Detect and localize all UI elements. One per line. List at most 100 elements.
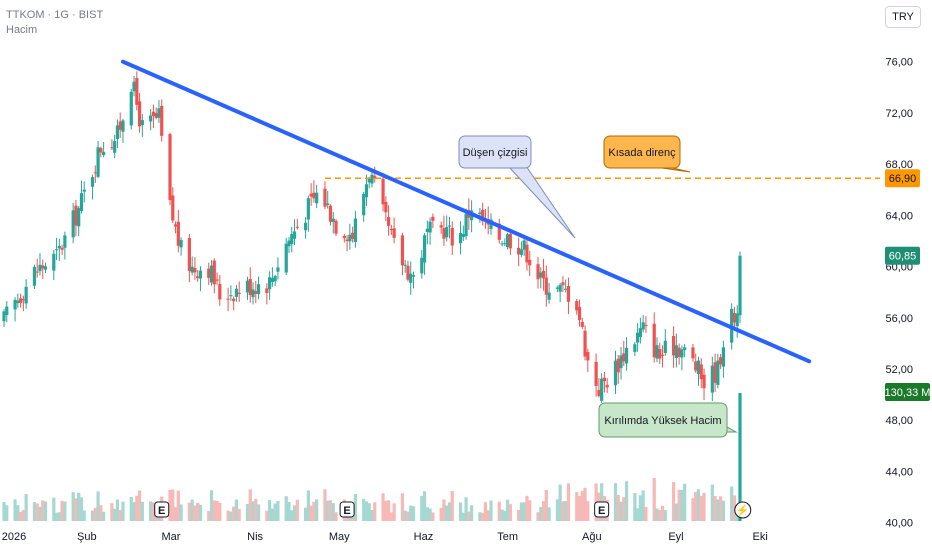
candle: [287, 237, 291, 253]
volume-bar: [96, 491, 100, 521]
candle: [403, 260, 407, 273]
candle: [602, 372, 607, 393]
candle: [292, 219, 297, 246]
volume-bar: [652, 477, 656, 521]
candle: [497, 218, 501, 244]
candle: [655, 337, 659, 363]
candle: [43, 262, 48, 274]
candle: [229, 285, 233, 301]
candle: [461, 225, 465, 241]
candle: [71, 202, 75, 244]
candle: [334, 219, 338, 237]
candle: [190, 256, 194, 276]
candle: [342, 233, 346, 243]
volume-bar: [387, 500, 391, 521]
volume-bar: [636, 508, 640, 521]
candle: [373, 166, 377, 183]
volume-bar: [215, 500, 219, 521]
candle: [232, 296, 236, 311]
volume-bar: [655, 508, 659, 521]
volume-bar: [738, 393, 742, 521]
volume-bar: [702, 492, 706, 521]
candle: [79, 180, 84, 214]
earnings-marker[interactable]: E: [339, 501, 355, 518]
volume-bar: [730, 486, 734, 521]
volume-bar: [694, 491, 698, 521]
volume-bar: [43, 501, 48, 521]
candle: [135, 71, 139, 111]
symbol-line[interactable]: TTKOM · 1G · BIST: [6, 9, 104, 21]
volume-bar: [547, 507, 551, 521]
volume-bar: [683, 483, 687, 521]
candle: [420, 249, 424, 279]
candle: [118, 112, 122, 138]
candle: [641, 315, 645, 333]
volume-bar: [93, 507, 97, 521]
volume-indicator-label[interactable]: Hacim: [6, 24, 38, 36]
svg-text:130,33 M: 130,33 M: [885, 387, 931, 399]
candle: [505, 232, 510, 250]
earnings-marker[interactable]: E: [594, 501, 610, 518]
candle: [716, 353, 720, 389]
volume-bar: [132, 502, 136, 521]
candle: [522, 236, 526, 256]
volume-bar: [586, 501, 590, 521]
volume-bar: [234, 499, 239, 521]
candle: [77, 205, 81, 237]
candle: [622, 340, 626, 367]
candle: [129, 88, 133, 130]
volume-bar: [113, 508, 117, 521]
candle: [19, 293, 23, 308]
annotation-callout[interactable]: Kırılımda Yüksek Hacim: [598, 402, 738, 438]
volume-bar: [696, 489, 701, 521]
volume-bar: [268, 499, 272, 521]
volume-bar: [179, 504, 183, 521]
volume-bar: [256, 504, 261, 521]
candle: [60, 244, 64, 255]
candle: [187, 233, 191, 283]
volume-bar: [331, 503, 335, 521]
volume-bar: [403, 510, 407, 521]
x-tick-label: Ağu: [582, 531, 602, 543]
volume-bar: [644, 507, 648, 521]
volume-tag: 130,33 M: [885, 383, 931, 401]
candle: [168, 132, 172, 205]
currency-button[interactable]: TRY: [885, 6, 921, 28]
x-tick-label: Eki: [753, 531, 768, 543]
volume-bar: [428, 508, 432, 521]
volume-bar: [237, 508, 241, 521]
y-tick-label: 68,00: [885, 159, 913, 171]
volume-bar: [13, 499, 17, 521]
annotation-callout[interactable]: Düşen çizgisi: [458, 135, 576, 239]
trendline[interactable]: [120, 59, 812, 364]
volume-bar: [151, 502, 156, 521]
candle: [5, 301, 9, 323]
candle: [458, 221, 463, 255]
volume-bar: [218, 502, 222, 521]
candle: [558, 282, 562, 303]
candle: [179, 237, 183, 256]
volume-bar: [558, 484, 562, 521]
volume-bar: [445, 505, 449, 521]
candle: [719, 353, 723, 370]
volume-bar: [5, 505, 9, 521]
volume-bar: [19, 511, 23, 521]
candle: [561, 276, 565, 293]
volume-bar: [519, 502, 524, 521]
volume-bar: [616, 494, 620, 521]
volume-bar: [486, 510, 490, 521]
volume-bar: [503, 510, 507, 521]
candle: [245, 276, 250, 300]
candle: [13, 297, 17, 322]
annotation-callout[interactable]: Kısada direnç: [603, 135, 691, 173]
candle: [536, 256, 540, 289]
volume-bar: [140, 501, 144, 521]
candle: [306, 195, 310, 232]
volume-bar: [353, 493, 357, 521]
earnings-marker[interactable]: E: [154, 501, 170, 518]
dividend-marker[interactable]: ⚡: [734, 501, 752, 519]
volume-bar: [254, 499, 258, 521]
candle: [694, 353, 698, 373]
candle: [481, 202, 485, 226]
